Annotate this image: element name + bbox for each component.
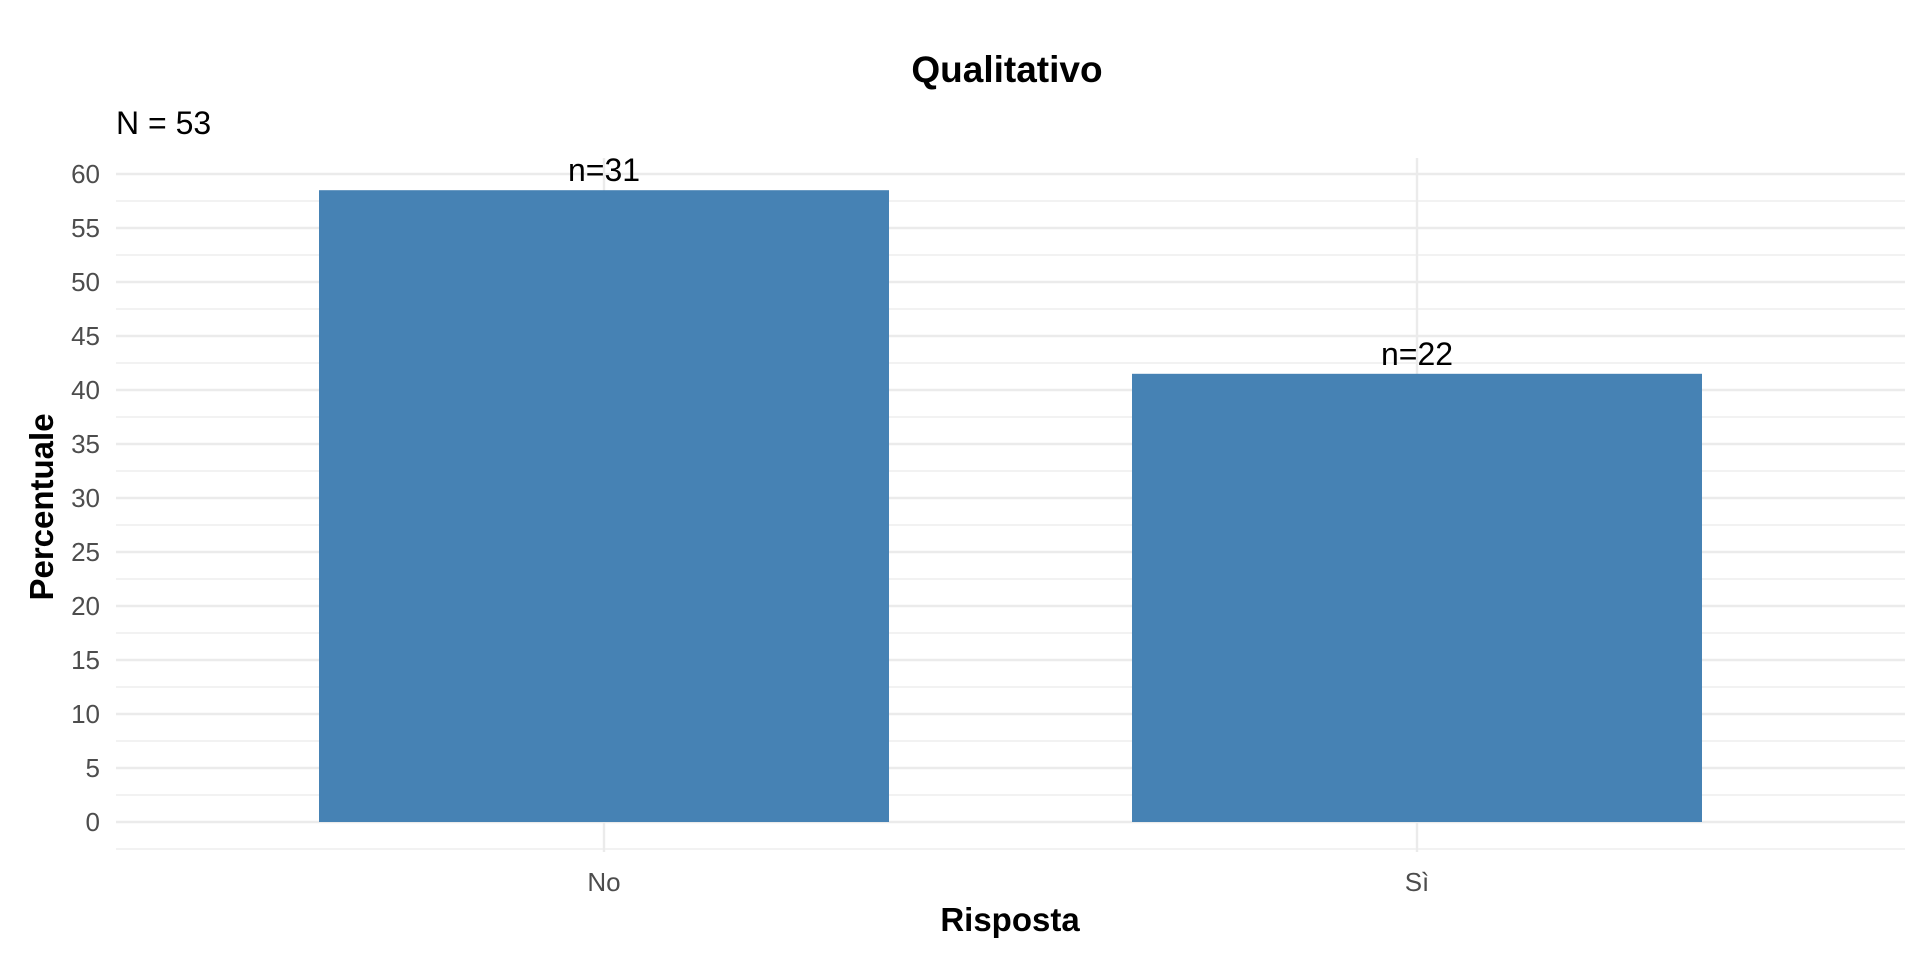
chart-subtitle: N = 53 [116, 105, 211, 141]
bar-No [319, 190, 889, 822]
x-tick-labels: No Sì [587, 867, 1429, 897]
y-tick-label: 10 [71, 699, 100, 729]
bar-data-label: n=22 [1381, 336, 1453, 372]
y-axis-title: Percentuale [23, 413, 60, 600]
y-tick-label: 60 [71, 159, 100, 189]
bars [319, 190, 1702, 822]
y-tick-label: 25 [71, 537, 100, 567]
chart-title: Qualitativo [911, 49, 1102, 90]
y-tick-label: 35 [71, 429, 100, 459]
y-tick-label: 0 [86, 807, 100, 837]
y-tick-label: 5 [86, 753, 100, 783]
y-tick-label: 55 [71, 213, 100, 243]
bar-data-label: n=31 [568, 152, 640, 188]
bar-data-labels: n=31 n=22 [568, 152, 1453, 372]
y-tick-label: 50 [71, 267, 100, 297]
bar-Sì [1132, 373, 1702, 822]
y-tick-label: 40 [71, 375, 100, 405]
x-tick-label: Sì [1405, 867, 1430, 897]
y-tick-label: 45 [71, 321, 100, 351]
y-tick-labels: 0 5 10 15 20 25 30 35 40 45 50 55 60 [71, 159, 100, 837]
y-tick-label: 30 [71, 483, 100, 513]
y-tick-label: 20 [71, 591, 100, 621]
x-axis-title: Risposta [940, 901, 1080, 938]
y-tick-label: 15 [71, 645, 100, 675]
x-tick-label: No [587, 867, 620, 897]
